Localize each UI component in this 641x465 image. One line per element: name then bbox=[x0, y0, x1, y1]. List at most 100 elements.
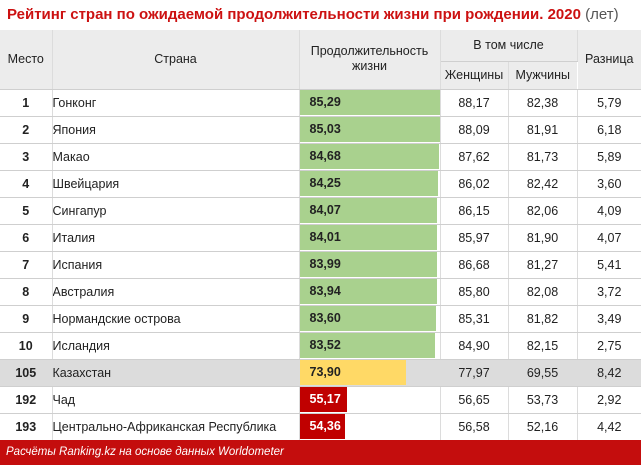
rank-cell: 193 bbox=[0, 413, 53, 441]
life-bar: 83,52 bbox=[299, 333, 435, 358]
rank-cell: 10 bbox=[0, 332, 53, 360]
header-country: Страна bbox=[52, 30, 300, 90]
rank-cell: 1 bbox=[0, 89, 53, 117]
table-row: 1 Гонконг 85,29 88,17 82,38 5,79 bbox=[0, 89, 641, 117]
women-cell: 86,02 bbox=[440, 170, 509, 198]
table-row: 3 Макао 84,68 87,62 81,73 5,89 bbox=[0, 143, 641, 171]
women-cell: 84,90 bbox=[440, 332, 509, 360]
men-cell: 69,55 bbox=[508, 359, 578, 387]
chart-title: Рейтинг стран по ожидаемой продолжительн… bbox=[0, 0, 641, 30]
diff-cell: 4,07 bbox=[577, 224, 641, 252]
men-cell: 82,38 bbox=[508, 89, 578, 117]
life-bar-cell: 83,60 bbox=[299, 305, 441, 333]
table-row: 7 Испания 83,99 86,68 81,27 5,41 bbox=[0, 251, 641, 279]
women-cell: 56,58 bbox=[440, 413, 509, 441]
diff-cell: 8,42 bbox=[577, 359, 641, 387]
men-cell: 81,73 bbox=[508, 143, 578, 171]
women-cell: 85,80 bbox=[440, 278, 509, 306]
diff-cell: 5,79 bbox=[577, 89, 641, 117]
rank-cell: 5 bbox=[0, 197, 53, 225]
life-bar: 83,94 bbox=[299, 279, 437, 304]
table-row: 4 Швейцария 84,25 86,02 82,42 3,60 bbox=[0, 170, 641, 198]
life-bar: 85,03 bbox=[299, 117, 439, 142]
country-cell: Казахстан bbox=[52, 359, 300, 387]
life-bar-cell: 83,52 bbox=[299, 332, 441, 360]
diff-cell: 3,60 bbox=[577, 170, 641, 198]
diff-cell: 5,89 bbox=[577, 143, 641, 171]
country-cell: Центрально-Африканская Республика bbox=[52, 413, 300, 441]
life-bar-cell: 55,17 bbox=[299, 386, 441, 414]
diff-cell: 5,41 bbox=[577, 251, 641, 279]
chart-title-text: Рейтинг стран по ожидаемой продолжительн… bbox=[7, 6, 581, 23]
rank-cell: 3 bbox=[0, 143, 53, 171]
life-bar: 84,01 bbox=[299, 225, 437, 250]
table-body: 1 Гонконг 85,29 88,17 82,38 5,79 2 Япония 85,03 8… bbox=[0, 89, 641, 441]
diff-cell: 2,75 bbox=[577, 332, 641, 360]
header-women: Женщины bbox=[440, 61, 509, 90]
life-bar: 84,25 bbox=[299, 171, 438, 196]
diff-cell: 3,72 bbox=[577, 278, 641, 306]
rank-cell: 4 bbox=[0, 170, 53, 198]
women-cell: 88,17 bbox=[440, 89, 509, 117]
men-cell: 53,73 bbox=[508, 386, 578, 414]
life-bar: 73,90 bbox=[299, 360, 406, 385]
men-cell: 82,06 bbox=[508, 197, 578, 225]
women-cell: 77,97 bbox=[440, 359, 509, 387]
table-row: 193 Центрально-Африканская Республика 54,3… bbox=[0, 413, 641, 441]
header-life: Продолжительность жизни bbox=[299, 30, 441, 90]
life-bar: 84,07 bbox=[299, 198, 437, 223]
life-bar: 55,17 bbox=[299, 387, 347, 412]
men-cell: 81,27 bbox=[508, 251, 578, 279]
men-cell: 81,82 bbox=[508, 305, 578, 333]
women-cell: 85,97 bbox=[440, 224, 509, 252]
women-cell: 86,15 bbox=[440, 197, 509, 225]
life-bar: 83,99 bbox=[299, 252, 437, 277]
diff-cell: 4,42 bbox=[577, 413, 641, 441]
life-bar-cell: 85,03 bbox=[299, 116, 441, 144]
men-cell: 82,15 bbox=[508, 332, 578, 360]
life-bar-cell: 84,25 bbox=[299, 170, 441, 198]
rank-cell: 6 bbox=[0, 224, 53, 252]
table-row: 105 Казахстан 73,90 77,97 69,55 8,42 bbox=[0, 359, 641, 387]
chart-title-unit: (лет) bbox=[585, 6, 619, 23]
table-row: 192 Чад 55,17 56,65 53,73 2,92 bbox=[0, 386, 641, 414]
header-men: Мужчины bbox=[508, 61, 577, 90]
rank-cell: 8 bbox=[0, 278, 53, 306]
country-cell: Италия bbox=[52, 224, 300, 252]
country-cell: Австралия bbox=[52, 278, 300, 306]
country-cell: Исландия bbox=[52, 332, 300, 360]
life-bar-cell: 84,68 bbox=[299, 143, 441, 171]
men-cell: 52,16 bbox=[508, 413, 578, 441]
diff-cell: 4,09 bbox=[577, 197, 641, 225]
women-cell: 85,31 bbox=[440, 305, 509, 333]
table-row: 10 Исландия 83,52 84,90 82,15 2,75 bbox=[0, 332, 641, 360]
life-bar-cell: 73,90 bbox=[299, 359, 441, 387]
rank-cell: 9 bbox=[0, 305, 53, 333]
rank-cell: 7 bbox=[0, 251, 53, 279]
country-cell: Сингапур bbox=[52, 197, 300, 225]
country-cell: Швейцария bbox=[52, 170, 300, 198]
life-bar-cell: 54,36 bbox=[299, 413, 441, 441]
rank-cell: 2 bbox=[0, 116, 53, 144]
header-group: В том числе bbox=[440, 30, 578, 62]
rank-cell: 105 bbox=[0, 359, 53, 387]
life-bar-cell: 84,07 bbox=[299, 197, 441, 225]
ranking-table: Место Страна Продолжительность жизни В т… bbox=[0, 30, 641, 441]
diff-cell: 6,18 bbox=[577, 116, 641, 144]
country-cell: Макао bbox=[52, 143, 300, 171]
life-bar: 54,36 bbox=[299, 414, 345, 439]
table-row: 2 Япония 85,03 88,09 81,91 6,18 bbox=[0, 116, 641, 144]
women-cell: 87,62 bbox=[440, 143, 509, 171]
country-cell: Гонконг bbox=[52, 89, 300, 117]
table-row: 6 Италия 84,01 85,97 81,90 4,07 bbox=[0, 224, 641, 252]
life-bar-cell: 83,94 bbox=[299, 278, 441, 306]
country-cell: Япония bbox=[52, 116, 300, 144]
table-row: 8 Австралия 83,94 85,80 82,08 3,72 bbox=[0, 278, 641, 306]
diff-cell: 3,49 bbox=[577, 305, 641, 333]
men-cell: 82,42 bbox=[508, 170, 578, 198]
women-cell: 86,68 bbox=[440, 251, 509, 279]
table-row: 9 Нормандские острова 83,60 85,31 81,82 3,49 bbox=[0, 305, 641, 333]
life-bar-cell: 85,29 bbox=[299, 89, 441, 117]
women-cell: 56,65 bbox=[440, 386, 509, 414]
life-bar: 85,29 bbox=[299, 90, 439, 115]
